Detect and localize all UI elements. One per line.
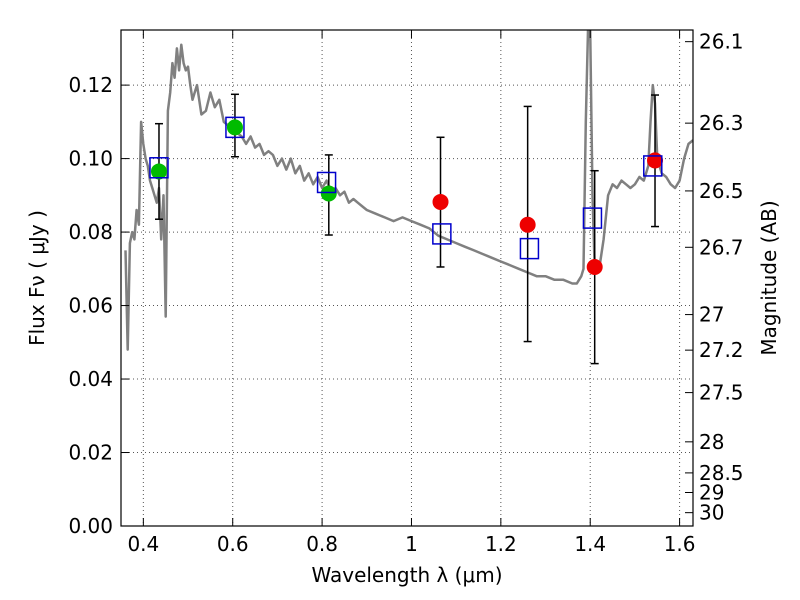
y-tick-label: 0.12 (68, 73, 113, 97)
y-axis-label: Flux Fν ( μJy ) (25, 210, 49, 346)
data-markers (149, 116, 664, 275)
y-tick-label: 0.06 (68, 294, 113, 318)
red-point (432, 193, 449, 210)
green-point (150, 163, 167, 180)
x-tick-label: 1 (405, 532, 418, 556)
y2-tick-label: 28.5 (699, 461, 744, 485)
y2-tick-label: 30 (699, 501, 724, 525)
y2-tick-label: 27.2 (699, 338, 744, 362)
model-square (519, 237, 540, 260)
model-square (643, 155, 663, 177)
y2-tick-label: 27 (699, 303, 724, 327)
y2-tick-label: 26.1 (699, 30, 744, 54)
y2-tick-label: 28 (699, 430, 724, 454)
y2-tick-label: 27.5 (699, 381, 744, 405)
model-square (149, 157, 169, 179)
y-ticks: 0.00 0.02 0.04 0.06 0.08 0.10 0.12 (68, 73, 129, 538)
y-tick-label: 0.02 (68, 441, 113, 465)
y-tick-label: 0.10 (68, 147, 113, 171)
plot-area (121, 30, 693, 526)
red-point (519, 216, 536, 233)
model-square (225, 116, 245, 139)
y2-tick-label: 26.5 (699, 179, 744, 203)
red-point (647, 152, 664, 169)
x-axis-label: Wavelength λ (μm) (311, 563, 502, 587)
model-square (316, 171, 337, 194)
x-tick-label: 1.2 (485, 532, 517, 556)
y2-tick-label: 26.7 (699, 235, 744, 259)
y-tick-label: 0.04 (68, 367, 113, 391)
y2-tick-label: 29 (699, 480, 724, 504)
x-tick-label: 0.8 (306, 532, 338, 556)
y-tick-label: 0.00 (68, 514, 113, 538)
red-point (586, 258, 603, 275)
y-tick-label: 0.08 (68, 220, 113, 244)
x-tick-label: 1.4 (574, 532, 606, 556)
x-tick-label: 1.6 (664, 532, 696, 556)
plot-frame (120, 29, 694, 527)
x-tick-label: 0.6 (217, 532, 249, 556)
model-square (432, 223, 452, 245)
x-tick-label: 0.4 (127, 532, 159, 556)
green-point (320, 185, 337, 202)
green-point (226, 119, 243, 136)
y2-axis-label: Magnitude (AB) (757, 200, 781, 355)
y2-tick-label: 26.3 (699, 111, 744, 135)
model-square (582, 207, 603, 229)
x-ticks: 0.4 0.6 0.8 1 1.2 1.4 1.6 (127, 30, 696, 556)
